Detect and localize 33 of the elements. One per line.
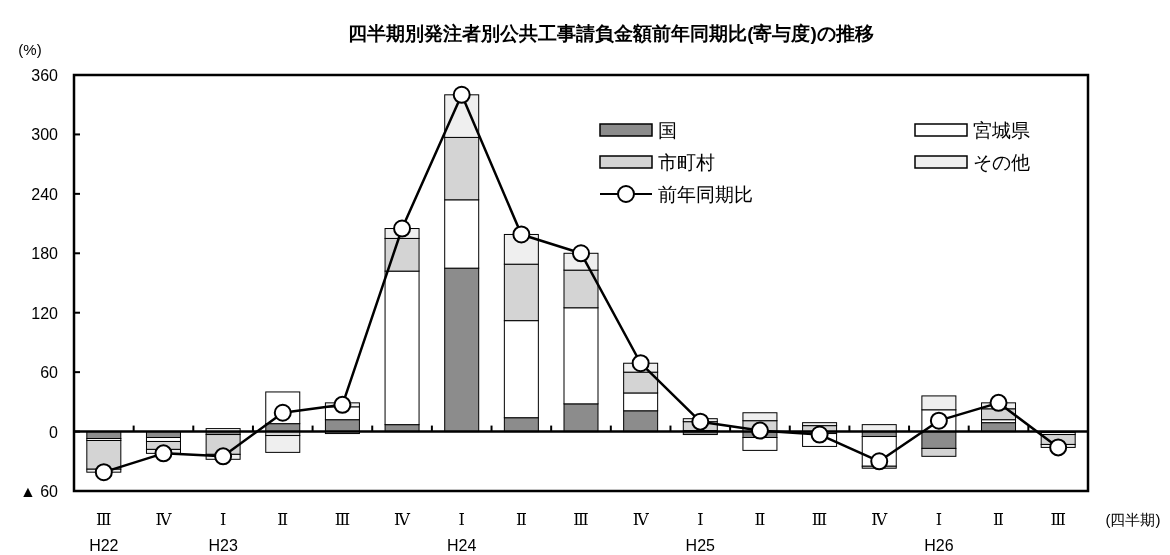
x-tick-label: Ⅲ [1050,510,1066,529]
x-axis-title: (四半期) [1105,511,1161,528]
x-tick-label: Ⅳ [155,510,173,529]
x-tick-label: Ⅰ H24 [447,510,477,554]
x-tick-label: Ⅰ H25 [685,510,716,554]
legend-label: その他 [973,152,1030,173]
x-tick-label: Ⅳ [871,510,889,529]
x-tick-label: Ⅰ H23 [208,510,238,554]
y-tick-label: 300 [31,126,59,144]
x-tick-label: Ⅱ [515,510,527,529]
y-tick-label: ▲ 60 [19,483,59,500]
y-tick-label: 180 [31,245,59,263]
x-tick-label: Ⅲ [334,510,351,529]
x-tick-label: Ⅱ [754,510,766,529]
x-tick-label: Ⅱ [993,510,1004,529]
x-tick-label: Ⅳ [394,510,412,529]
legend-label: 前年同期比 [658,184,753,205]
x-tick-label: Ⅳ [632,510,650,529]
y-tick-label: 120 [31,304,59,322]
legend-label: 国 [658,120,677,141]
y-axis-title: (%) [18,41,42,58]
x-tick-label: Ⅰ H26 [924,510,954,554]
x-tick-label: Ⅲ [573,510,589,529]
legend-label: 市町村 [658,152,715,173]
y-tick-label: 360 [31,67,59,84]
y-tick-label: 240 [31,185,59,203]
y-tick-label: 60 [40,364,59,382]
x-tick-label: Ⅲ H22 [89,510,119,554]
legend-label: 宮城県 [973,120,1030,141]
x-tick-label: Ⅱ [277,510,289,529]
chart-title: 四半期別発注者別公共工事請負金額前年同期比(寄与度)の推移 [348,23,874,44]
x-tick-label: Ⅲ [811,510,828,529]
y-tick-label: 0 [49,423,59,441]
